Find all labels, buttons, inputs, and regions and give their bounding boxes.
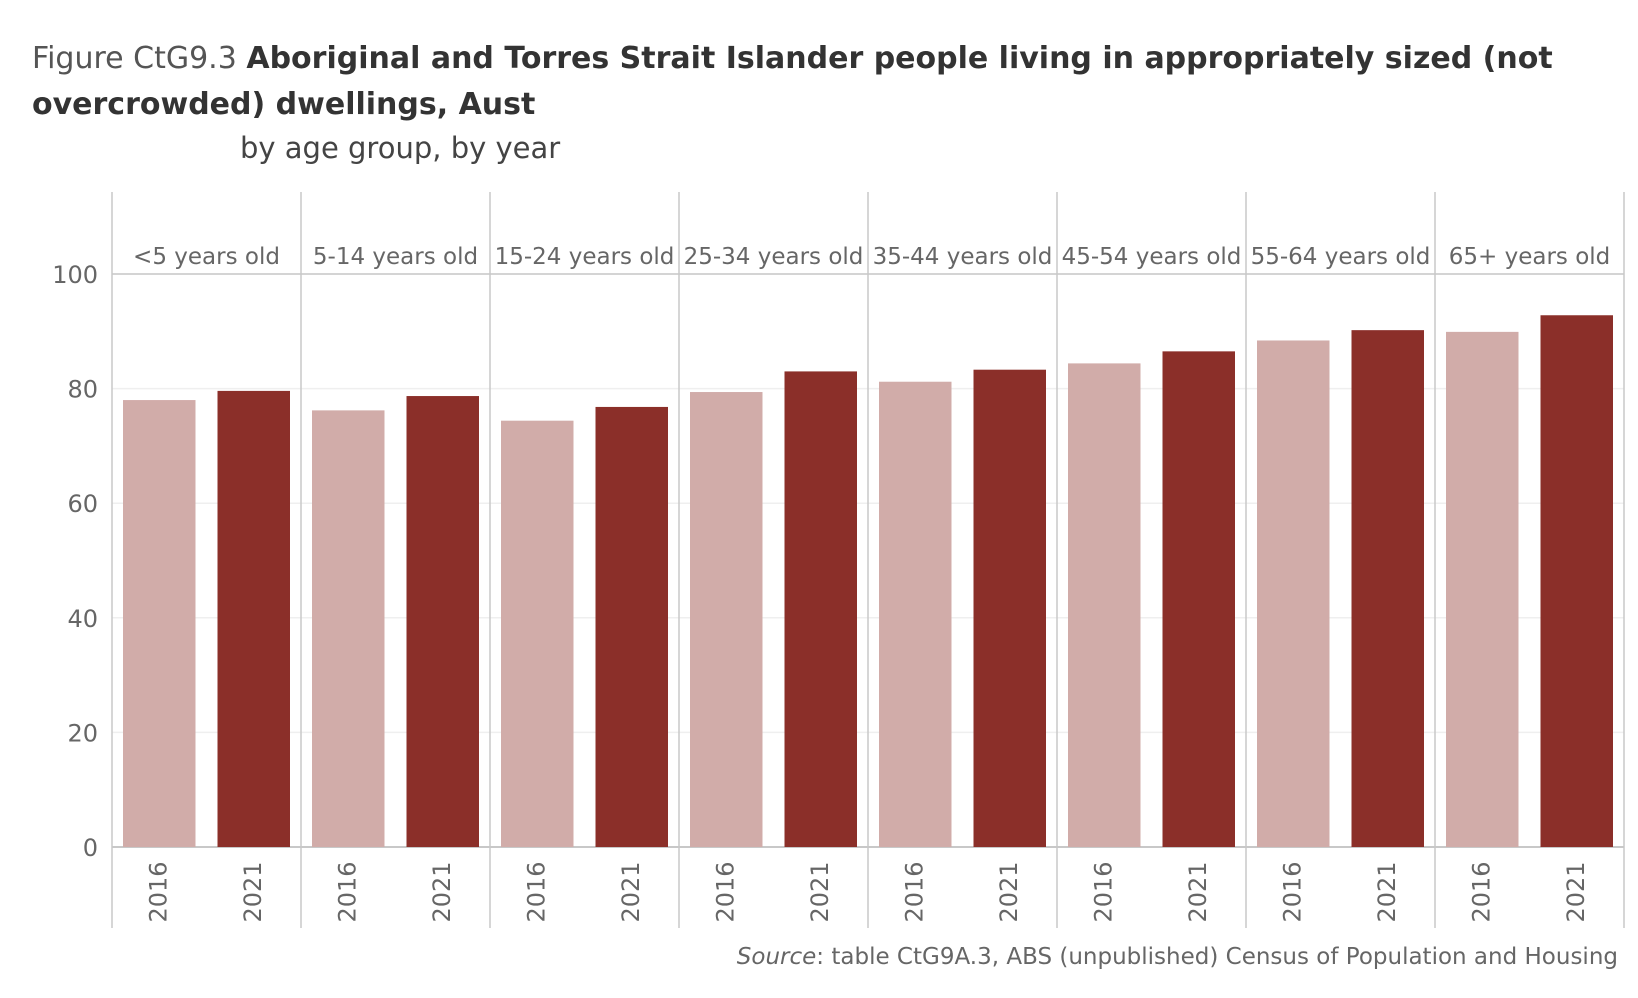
axis-labels: 0 20 40 60 80 100 <5 years old 2016 2021 5-14 yea… [52,244,1610,923]
bar [312,410,385,847]
chart-title: Figure CtG9.3 Aboriginal and Torres Stra… [32,36,1592,128]
source-text: : table CtG9A.3, ABS (unpublished) Censu… [816,944,1618,970]
bar [406,396,479,847]
x-tick-label: 2021 [239,861,267,922]
bar [1068,363,1141,847]
bar [879,381,952,847]
x-tick-label: 2021 [1373,861,1401,922]
figure-number: Figure CtG9.3 [32,41,237,76]
x-tick-label: 2021 [617,861,645,922]
bar [501,420,574,847]
source-label: Source [736,944,817,970]
x-tick-label: 2016 [333,861,361,922]
y-tick-label: 40 [67,605,98,633]
title-block: Figure CtG9.3 Aboriginal and Torres Stra… [32,36,1592,168]
category-header: 15-24 years old [495,244,675,270]
bar [690,392,763,847]
y-tick-label: 100 [52,261,98,289]
x-tick-label: 2016 [1089,861,1117,922]
x-tick-label: 2021 [995,861,1023,922]
bar [217,390,290,847]
category-header: <5 years old [133,244,280,270]
category-header: 65+ years old [1449,244,1611,270]
chart-subtitle: by age group, by year [240,131,561,165]
title-text: Aboriginal and Torres Strait Islander pe… [32,41,1553,122]
x-tick-label: 2021 [806,861,834,922]
bar [973,369,1046,847]
x-tick-label: 2016 [1467,861,1495,922]
x-tick-label: 2016 [1278,861,1306,922]
category-header: 5-14 years old [313,244,478,270]
x-tick-label: 2016 [144,861,172,922]
bar [1257,340,1330,847]
bar [1540,315,1613,848]
bar [1351,330,1424,847]
category-header: 25-34 years old [684,244,864,270]
bars [123,315,1613,848]
y-tick-label: 60 [67,490,98,518]
x-tick-label: 2021 [1562,861,1590,922]
y-tick-label: 0 [83,834,98,862]
x-tick-label: 2021 [1184,861,1212,922]
category-header: 45-54 years old [1062,244,1242,270]
x-tick-label: 2021 [428,861,456,922]
source-note: Source: table CtG9A.3, ABS (unpublished)… [737,944,1618,970]
bar [123,400,196,847]
category-header: 35-44 years old [873,244,1053,270]
x-tick-label: 2016 [711,861,739,922]
y-tick-label: 20 [67,719,98,747]
bar [1162,351,1235,847]
bar [595,406,668,847]
bar [1446,331,1519,847]
category-header: 55-64 years old [1251,244,1431,270]
x-tick-label: 2016 [900,861,928,922]
y-tick-label: 80 [67,376,98,404]
x-tick-label: 2016 [522,861,550,922]
bar [784,371,857,847]
